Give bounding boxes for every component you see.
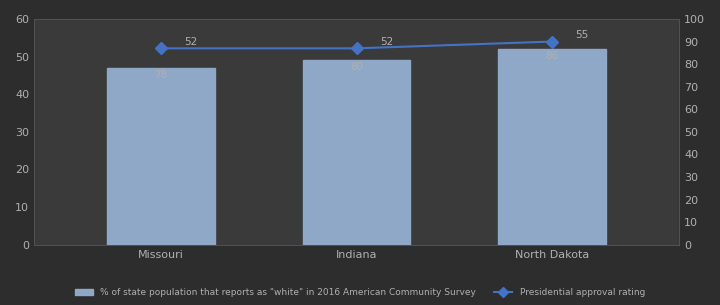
Bar xyxy=(498,49,606,245)
Text: 55: 55 xyxy=(575,30,589,41)
Text: 78: 78 xyxy=(154,70,168,80)
Text: 80: 80 xyxy=(350,62,363,72)
Bar xyxy=(303,60,410,245)
Text: 52: 52 xyxy=(380,37,393,47)
Text: 86: 86 xyxy=(546,51,559,61)
Bar xyxy=(107,68,215,245)
Text: 52: 52 xyxy=(184,37,198,47)
Legend: % of state population that reports as "white" in 2016 American Community Survey,: % of state population that reports as "w… xyxy=(71,284,649,300)
